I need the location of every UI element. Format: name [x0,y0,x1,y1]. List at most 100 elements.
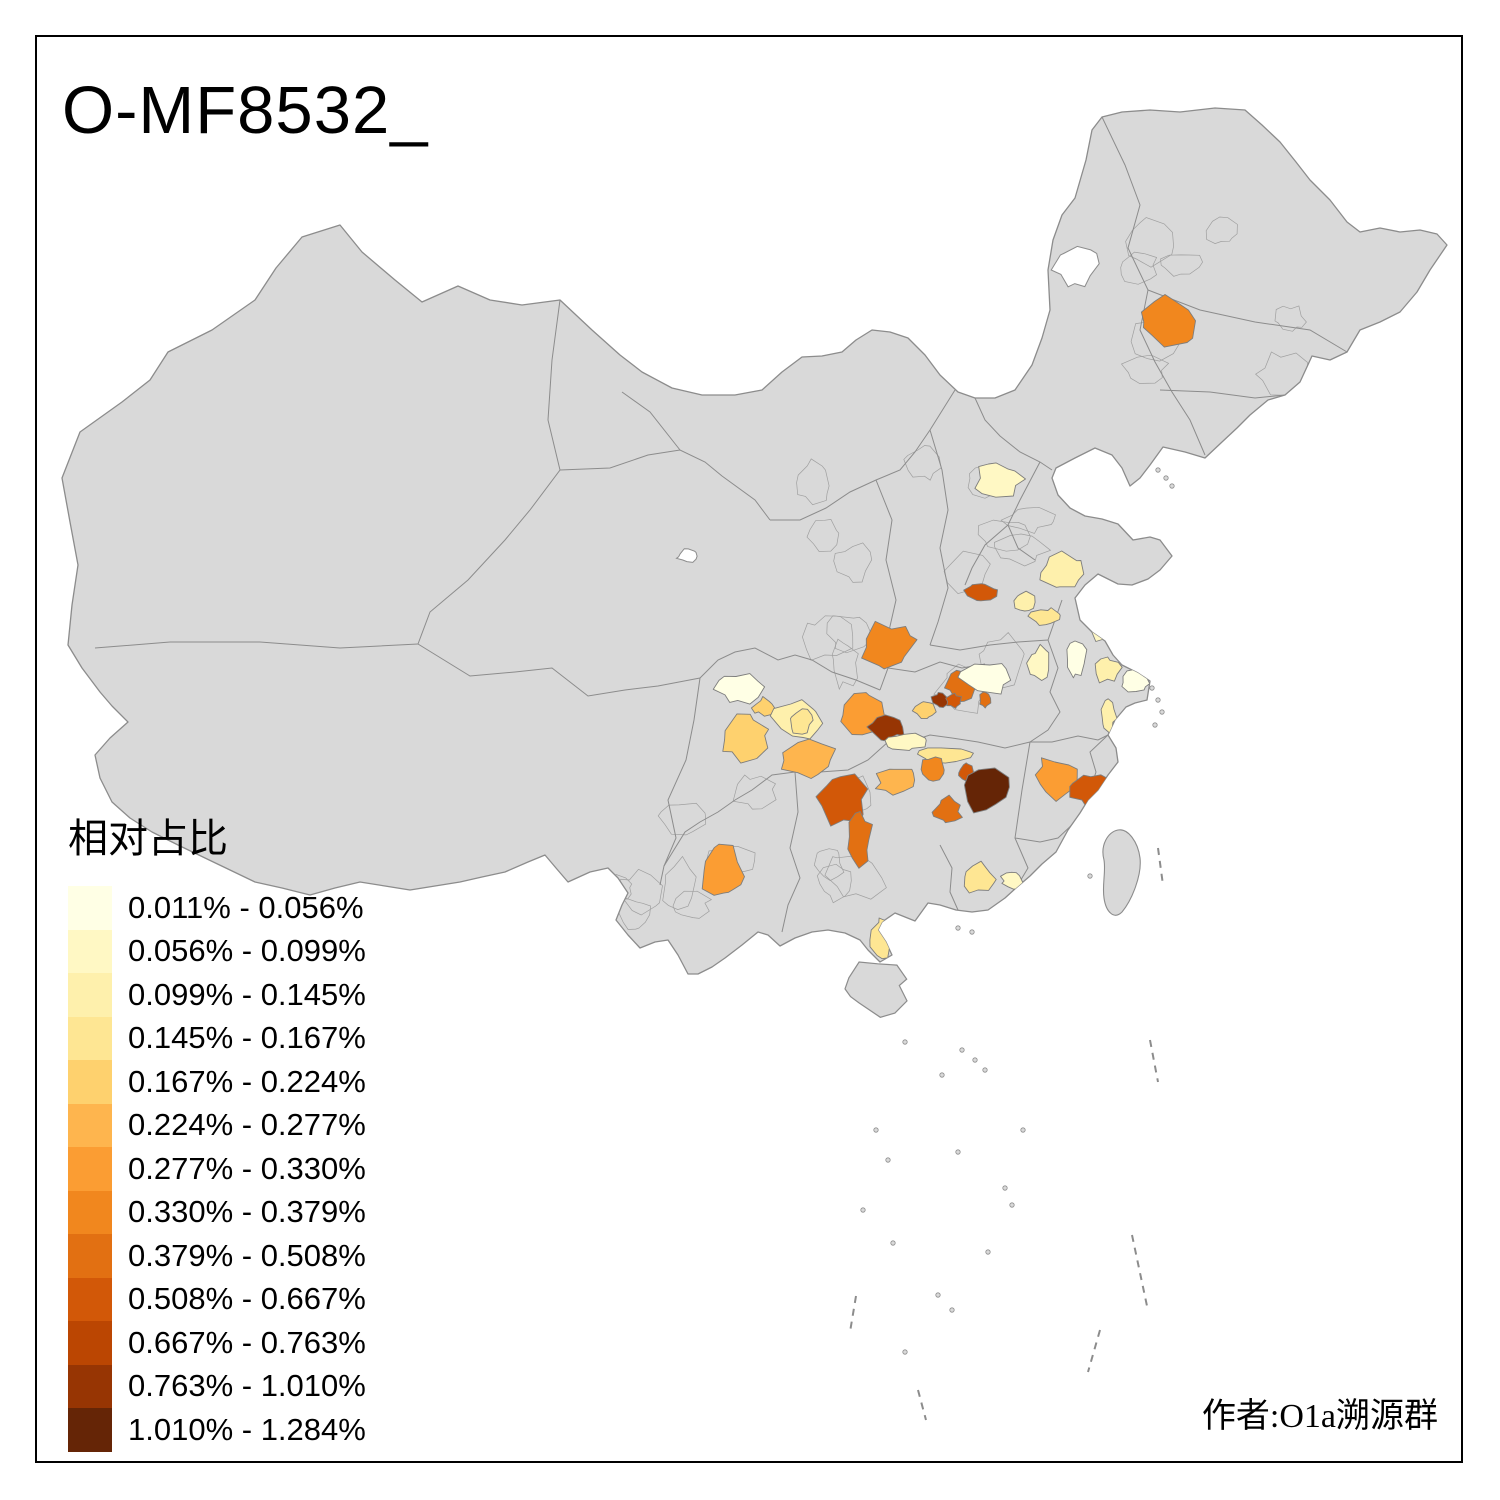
map-region [963,860,997,894]
prefecture-border [994,533,1052,567]
qinghai-lake [675,548,698,563]
map-region [930,691,950,708]
legend-row: 0.224% - 0.277% [68,1103,366,1147]
legend-row: 0.277% - 0.330% [68,1147,366,1191]
map-region [712,673,766,705]
islet [1149,685,1155,691]
legend-range-label: 1.010% - 1.284% [128,1411,366,1447]
province-border [964,524,1009,586]
map-region [790,708,814,735]
legend-swatch [68,1147,112,1191]
prefecture-border [826,615,872,654]
islet [1020,1127,1026,1133]
province-border [417,643,701,697]
province-border [939,844,959,911]
map-region [963,767,1010,814]
legend-row: 0.099% - 0.145% [68,973,366,1017]
legend-row: 1.010% - 1.284% [68,1408,366,1452]
province-border [94,641,419,649]
islet [972,1057,978,1063]
prefecture-border [977,519,1031,552]
legend-swatch [68,1364,112,1408]
map-region [974,462,1026,498]
legend-range-label: 0.167% - 0.224% [128,1063,366,1099]
province-border [1030,734,1109,743]
legend-swatch [68,1277,112,1321]
prefecture-border [1274,305,1307,332]
prefecture-border [662,855,697,910]
legend-swatch [68,1408,112,1452]
legend-swatch [68,1060,112,1104]
map-region [977,915,1002,931]
islet [860,1207,866,1213]
province-border [559,449,771,521]
map-region [874,768,916,796]
map-region [911,701,937,720]
islet [955,1149,961,1155]
prefecture-border [816,863,852,904]
islet [935,1292,941,1298]
dashed-sea-boundary [849,847,1164,1421]
islet [1152,722,1158,728]
legend-row: 0.167% - 0.224% [68,1060,366,1104]
legend-row: 0.763% - 1.010% [68,1364,366,1408]
prefecture-border [796,458,830,506]
legend-range-label: 0.330% - 0.379% [128,1194,366,1230]
map-region [1140,294,1196,348]
legend-rows: 0.011% - 0.056% 0.056% - 0.099% 0.099% - 0… [68,886,366,1452]
province-border [929,599,1063,651]
legend-range-label: 0.145% - 0.167% [128,1020,366,1056]
dash-segment [1149,1039,1159,1083]
islet [1163,475,1169,481]
small-islands [860,467,1175,1355]
map-region [861,620,918,670]
province-border [1159,389,1286,399]
province-border [1147,289,1348,353]
islet [939,1072,945,1078]
prefecture-border [1120,354,1170,384]
map-region [1039,550,1085,588]
legend-swatch [68,1234,112,1278]
map-region [931,794,963,824]
hulun-lake [1050,245,1100,288]
province-border [974,397,1053,471]
dash-segment [917,1389,927,1421]
map-region [1087,596,1120,642]
map-region [1026,643,1050,681]
legend-range-label: 0.508% - 0.667% [128,1281,366,1317]
province-border [699,647,881,691]
islet [890,1240,896,1246]
map-region [979,691,992,709]
prefecture-border [1125,217,1174,268]
prefecture-border [806,519,840,552]
islet [955,925,961,931]
legend-swatch [68,1190,112,1234]
legend-range-label: 0.667% - 0.763% [128,1324,366,1360]
map-base [61,107,1448,975]
islet [902,1349,908,1355]
legend-range-label: 0.011% - 0.056% [128,889,364,925]
map-region [920,756,945,782]
islet [1159,709,1165,715]
islet [873,1127,879,1133]
map-region [1066,640,1088,679]
province-border [663,741,889,867]
legend-swatch [68,973,112,1017]
legend-title: 相对占比 [68,816,228,861]
prefecture-border [1000,506,1056,534]
prefecture-border [672,890,713,919]
attribution: 作者:O1a溯源群 [1201,1398,1438,1435]
map-region [1094,656,1123,684]
islet [902,1039,908,1045]
islet [1087,873,1093,879]
mainland [61,107,1448,975]
legend-swatch [68,1321,112,1365]
hainan-island [844,961,908,1018]
islet [1169,483,1175,489]
prefecture-border [831,638,859,691]
map-region [1013,590,1036,612]
prefecture-border [903,445,942,481]
map-region [866,714,905,742]
